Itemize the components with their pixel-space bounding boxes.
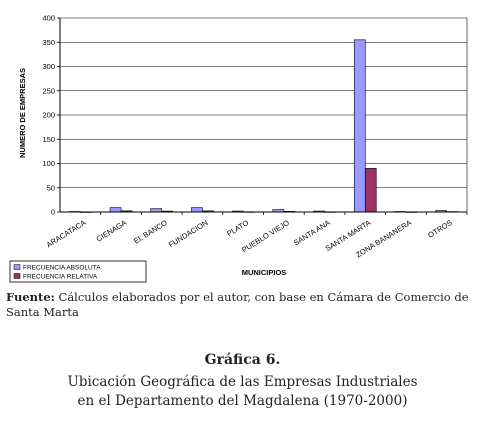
x-axis-title: MUNICIPIOS — [242, 268, 287, 277]
legend-label-relativa: FRECUENCIA RELATIVA — [23, 274, 98, 281]
y-axis-ticks: 0 50 100 150 200 250 300 350 400 — [42, 14, 60, 217]
y-tick-label: 250 — [42, 86, 55, 95]
bar-absoluta — [150, 208, 163, 213]
legend-swatch-relativa — [13, 273, 21, 279]
legend-swatch-absoluta — [13, 264, 21, 270]
y-tick-label: 150 — [42, 135, 55, 144]
chart-legend: FRECUENCIA ABSOLUTA FRECUENCIA RELATIVA — [9, 260, 147, 283]
bar-absoluta — [353, 39, 366, 213]
source-label: Fuente: — [6, 290, 55, 304]
legend-box — [9, 260, 147, 283]
y-tick-label: 200 — [42, 111, 55, 120]
bar-relativa — [364, 168, 377, 213]
y-tick-label: 350 — [42, 38, 55, 47]
figure-caption-line-1: Ubicación Geográfica de las Empresas Ind… — [67, 374, 418, 390]
y-axis-title: NUMERO DE EMPRESAS — [18, 68, 27, 158]
source-note: Fuente: Cálculos elaborados por el autor… — [6, 290, 484, 320]
y-tick-label: 50 — [47, 183, 55, 192]
source-text: Cálculos elaborados por el autor, con ba… — [6, 290, 469, 319]
y-tick-label: 300 — [42, 62, 55, 71]
figure-caption: Ubicación Geográfica de las Empresas Ind… — [0, 373, 485, 411]
legend-label-absoluta: FRECUENCIA ABSOLUTA — [23, 265, 101, 272]
bar-absoluta — [191, 207, 203, 213]
figure-number: Gráfica 6. — [204, 352, 281, 368]
y-tick-label: 400 — [42, 14, 55, 23]
figure-caption-line-2: en el Departamento del Magdalena (1970-2… — [77, 393, 408, 409]
bar-absoluta — [109, 207, 122, 213]
gridlines — [60, 17, 468, 212]
chart-background — [0, 0, 485, 290]
y-tick-label: 100 — [42, 159, 55, 168]
y-tick-label: 0 — [51, 208, 55, 217]
